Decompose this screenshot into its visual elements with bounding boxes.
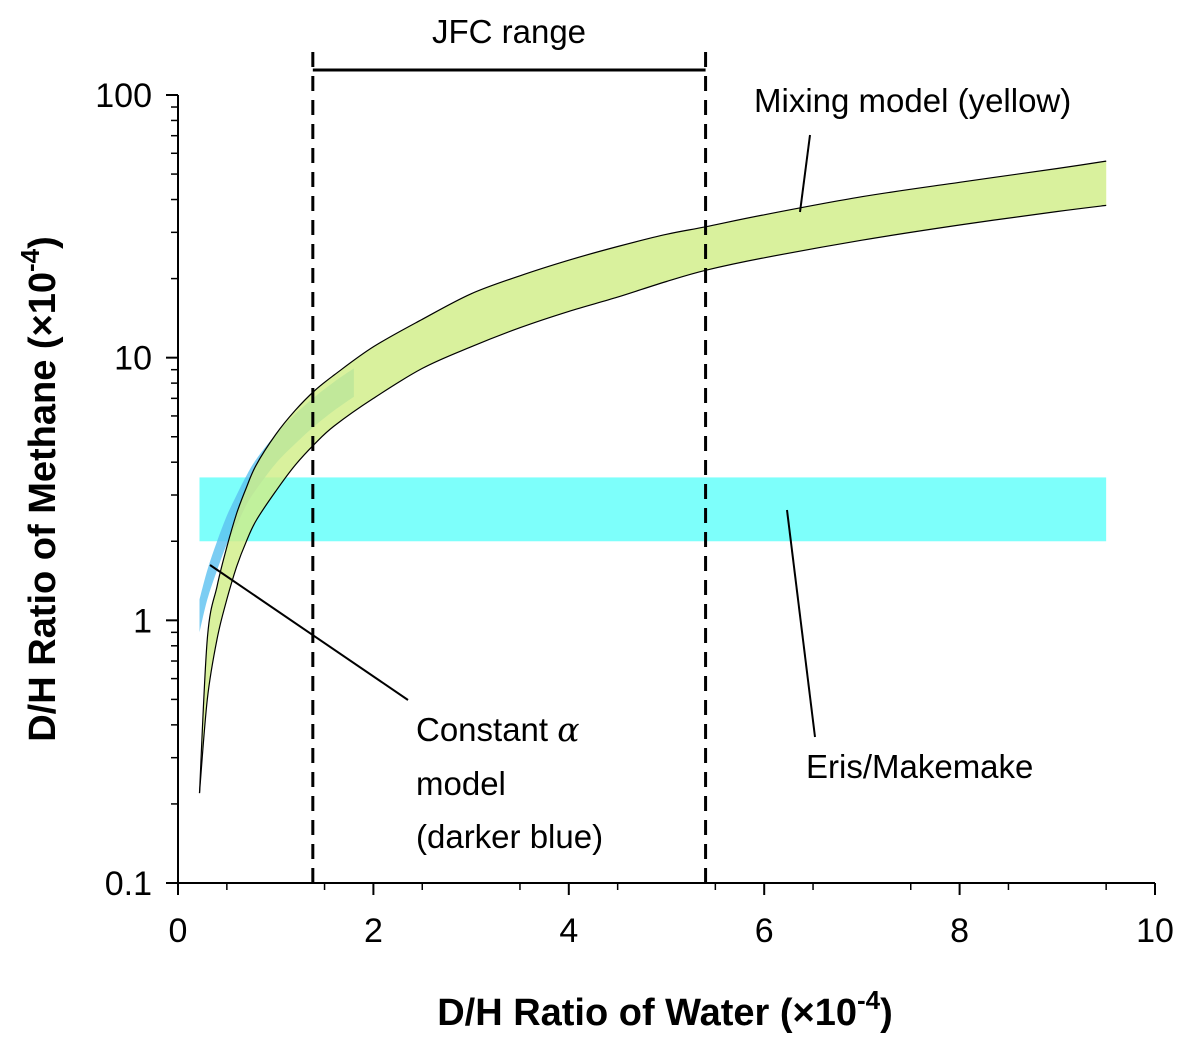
data-bands xyxy=(198,160,1107,794)
x-tick-label: 6 xyxy=(755,912,774,950)
mixing-model-leader xyxy=(799,134,811,213)
constant-alpha-label-line3: (darker blue) xyxy=(416,818,603,855)
mixing-model-overlap xyxy=(199,161,1107,794)
y-axis-title-superscript: -4 xyxy=(15,248,45,272)
y-axis-ticks: 0.1 1 10 100 xyxy=(95,77,178,903)
x-tick-label: 8 xyxy=(950,912,969,950)
eris-makemake-band xyxy=(199,477,1107,542)
y-tick-label: 100 xyxy=(95,77,152,115)
mixing-model-lower-edge xyxy=(198,204,1107,794)
constant-alpha-label: Constant α xyxy=(416,710,580,749)
x-tick-label: 0 xyxy=(169,912,188,950)
constant-alpha-label-line2: model xyxy=(416,765,506,802)
y-tick-label: 0.1 xyxy=(105,865,152,903)
mixing-model-upper-edge xyxy=(198,160,1107,794)
y-tick-label: 1 xyxy=(133,602,152,640)
axes xyxy=(177,95,1155,884)
annotations: JFC range Mixing model (yellow) Constant… xyxy=(209,13,1071,855)
eris-makemake-label: Eris/Makemake xyxy=(806,748,1033,785)
x-axis-title-superscript: -4 xyxy=(857,985,881,1015)
jfc-range-marker xyxy=(311,52,708,883)
x-tick-label: 2 xyxy=(364,912,383,950)
jfc-range-label: JFC range xyxy=(432,13,586,50)
alpha-symbol: α xyxy=(557,710,579,749)
eris-makemake-leader xyxy=(786,509,816,738)
x-axis-ticks: 0 2 4 6 8 10 xyxy=(169,883,1174,950)
y-axis-title: D/H Ratio of Methane (×10-4) xyxy=(15,236,64,742)
y-tick-label: 10 xyxy=(114,340,152,378)
constant-alpha-leader xyxy=(209,564,409,701)
x-tick-label: 4 xyxy=(559,912,578,950)
x-tick-label: 10 xyxy=(1136,912,1174,950)
x-axis-title: D/H Ratio of Water (×10-4) xyxy=(437,985,893,1034)
mixing-model-label: Mixing model (yellow) xyxy=(754,82,1071,119)
